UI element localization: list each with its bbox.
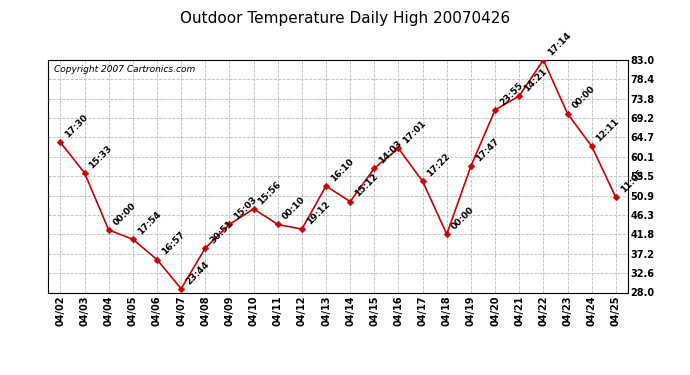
Text: Outdoor Temperature Daily High 20070426: Outdoor Temperature Daily High 20070426 — [180, 11, 510, 26]
Text: 17:54: 17:54 — [136, 210, 162, 237]
Text: 11:05: 11:05 — [619, 168, 645, 195]
Text: Copyright 2007 Cartronics.com: Copyright 2007 Cartronics.com — [54, 64, 195, 74]
Text: 30:51: 30:51 — [208, 219, 235, 245]
Text: 19:12: 19:12 — [305, 200, 331, 226]
Text: 17:14: 17:14 — [546, 30, 573, 57]
Text: 15:12: 15:12 — [353, 172, 380, 199]
Text: 00:10: 00:10 — [281, 195, 307, 222]
Text: 00:00: 00:00 — [571, 85, 597, 111]
Text: 17:47: 17:47 — [474, 136, 500, 164]
Text: 00:00: 00:00 — [112, 201, 138, 227]
Text: 16:10: 16:10 — [329, 157, 355, 183]
Text: 14:21: 14:21 — [522, 66, 549, 93]
Text: 14:03: 14:03 — [377, 139, 404, 165]
Text: 12:11: 12:11 — [595, 117, 621, 144]
Text: 16:57: 16:57 — [160, 230, 186, 257]
Text: 17:01: 17:01 — [402, 119, 428, 146]
Text: 15:56: 15:56 — [257, 179, 283, 206]
Text: 15:03: 15:03 — [233, 195, 259, 222]
Text: 15:33: 15:33 — [88, 144, 114, 170]
Text: 23:55: 23:55 — [498, 81, 524, 107]
Text: 17:30: 17:30 — [63, 113, 90, 140]
Text: 00:00: 00:00 — [450, 205, 476, 231]
Text: 17:22: 17:22 — [426, 152, 452, 178]
Text: 23:44: 23:44 — [184, 259, 210, 286]
